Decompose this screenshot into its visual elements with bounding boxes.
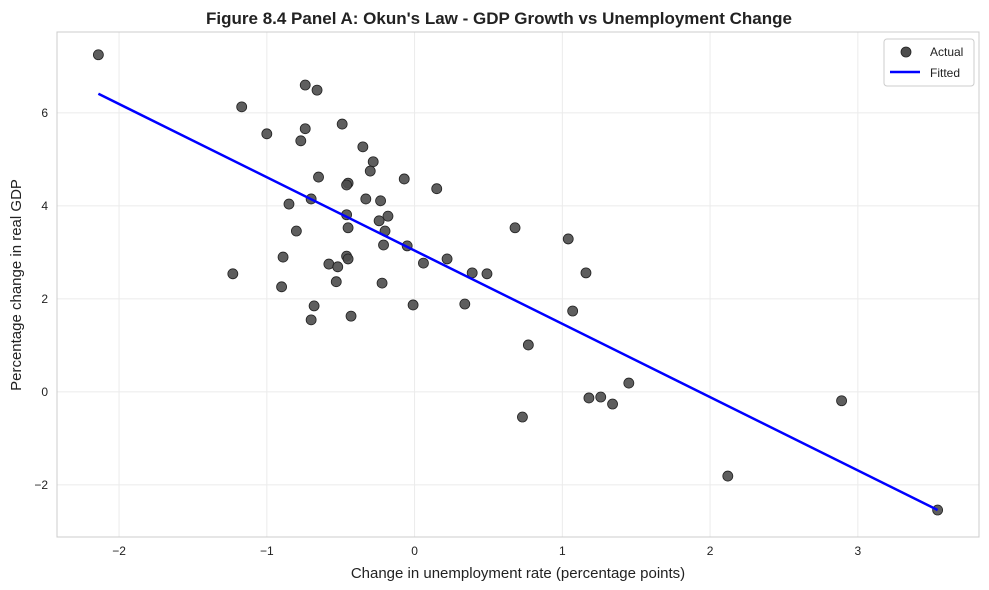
data-point xyxy=(345,310,357,322)
y-tick-label: 6 xyxy=(41,106,48,120)
data-point xyxy=(342,222,354,234)
data-point xyxy=(364,165,376,177)
data-point xyxy=(580,267,592,279)
x-tick-label: 1 xyxy=(559,544,566,558)
x-tick-label: 0 xyxy=(411,544,418,558)
data-point xyxy=(431,183,443,195)
data-point xyxy=(342,253,354,265)
x-tick-label: −2 xyxy=(112,544,126,558)
data-point xyxy=(336,118,348,130)
data-point xyxy=(517,411,528,423)
x-tick-label: 2 xyxy=(707,544,714,558)
data-point xyxy=(376,277,388,289)
data-point xyxy=(481,268,493,280)
data-point xyxy=(378,239,389,251)
data-point xyxy=(509,222,521,234)
data-point xyxy=(311,84,323,96)
data-point xyxy=(283,198,295,210)
y-tick-label: 2 xyxy=(41,292,48,306)
data-point xyxy=(607,398,618,410)
data-point xyxy=(323,258,335,270)
data-point xyxy=(382,210,394,222)
x-tick-label: 3 xyxy=(854,544,861,558)
legend-fitted-label: Fitted xyxy=(930,66,960,80)
data-point xyxy=(398,173,410,185)
data-point xyxy=(261,128,273,140)
data-point xyxy=(357,141,369,153)
fitted-line xyxy=(97,92,939,512)
data-point xyxy=(227,268,239,280)
data-point xyxy=(308,300,320,312)
data-point xyxy=(295,135,307,147)
data-point xyxy=(459,298,471,310)
data-point xyxy=(236,101,248,113)
data-point xyxy=(276,281,287,293)
x-tick-label: −1 xyxy=(260,544,274,558)
y-tick-label: −2 xyxy=(34,478,48,492)
data-point xyxy=(299,123,311,135)
data-point xyxy=(341,179,353,191)
data-point xyxy=(567,305,579,317)
data-point xyxy=(367,156,379,168)
data-point xyxy=(313,171,324,183)
y-tick-label: 0 xyxy=(41,385,48,399)
data-point xyxy=(290,225,302,237)
data-point xyxy=(277,251,289,263)
data-point xyxy=(375,195,386,207)
data-point xyxy=(305,314,317,326)
legend-actual-marker xyxy=(900,46,912,58)
data-point xyxy=(583,392,595,404)
data-point xyxy=(360,193,372,205)
data-point xyxy=(92,49,104,61)
data-point xyxy=(373,215,385,227)
y-axis-label: Percentage change in real GDP xyxy=(8,179,25,391)
chart-title: Figure 8.4 Panel A: Okun's Law - GDP Gro… xyxy=(206,9,792,28)
data-point xyxy=(522,339,534,351)
data-point xyxy=(330,276,342,288)
legend-actual-label: Actual xyxy=(930,45,963,59)
data-point xyxy=(299,79,311,91)
data-point xyxy=(722,470,734,482)
data-point xyxy=(836,395,847,407)
legend: Actual Fitted xyxy=(883,38,975,87)
data-point xyxy=(595,391,607,403)
data-point xyxy=(332,261,344,273)
data-point xyxy=(562,233,574,245)
data-point xyxy=(932,504,944,516)
data-point xyxy=(623,377,635,389)
x-axis-label: Change in unemployment rate (percentage … xyxy=(351,565,685,582)
data-point xyxy=(441,253,453,265)
y-tick-label: 4 xyxy=(41,199,48,213)
data-point xyxy=(418,257,429,269)
data-point xyxy=(407,299,419,311)
plot-frame xyxy=(56,31,980,538)
